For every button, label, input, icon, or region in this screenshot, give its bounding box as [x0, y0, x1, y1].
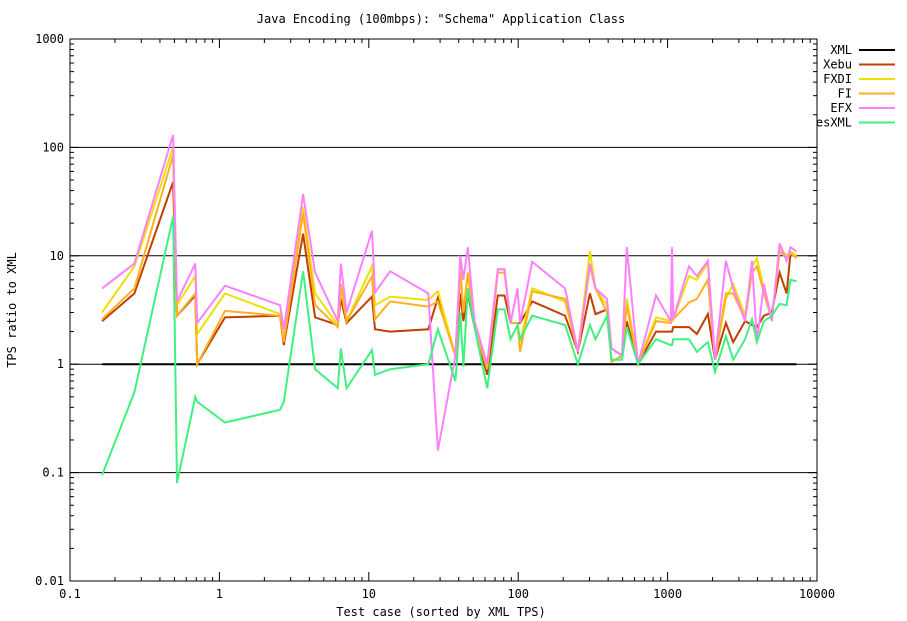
x-tick-label: 100 [507, 587, 529, 601]
plot-border [69, 38, 818, 582]
y-tick-label: 1000 [35, 32, 64, 46]
y-tick-label: 0.01 [35, 574, 64, 588]
x-tick-label: 1 [216, 587, 223, 601]
series-line-esxml [101, 216, 797, 484]
x-axis-label: Test case (sorted by XML TPS) [336, 605, 546, 619]
series-lines [101, 134, 798, 484]
legend-label: XML [830, 43, 852, 57]
y-tick-label: 0.1 [42, 466, 64, 480]
x-tick-label: 10 [362, 587, 376, 601]
chart-title: Java Encoding (100mbps): "Schema" Applic… [257, 12, 625, 26]
legend-label: Xebu [823, 58, 852, 72]
legend-label: EFX [830, 101, 852, 115]
legend-label: esXML [816, 116, 852, 130]
legend-label: FXDI [823, 72, 852, 86]
y-tick-label: 1 [57, 357, 64, 371]
series-line-fi [101, 154, 798, 370]
legend-label: FI [838, 87, 852, 101]
x-tick-label: 1000 [653, 587, 682, 601]
y-tick-label: 10 [50, 249, 64, 263]
y-axis-label: TPS ratio to XML [5, 252, 19, 368]
y-tick-label: 100 [42, 140, 64, 154]
x-tick-label: 10000 [799, 587, 835, 601]
x-tick-label: 0.1 [59, 587, 81, 601]
series-line-efx [101, 134, 798, 451]
